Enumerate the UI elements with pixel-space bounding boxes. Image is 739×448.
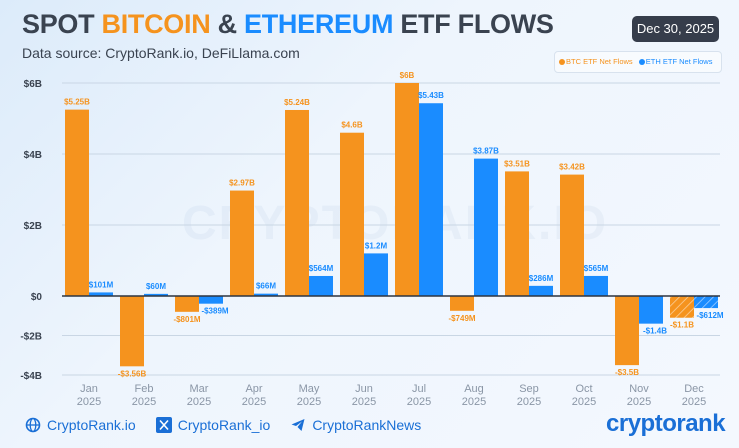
data-label: $2.97B [229, 179, 255, 188]
data-label: $60M [146, 282, 166, 291]
x-tick-label: May [299, 383, 320, 395]
data-label: $286M [529, 274, 554, 283]
data-label: $3.87B [473, 147, 499, 156]
data-label: -$801M [173, 315, 200, 324]
footer-link-x[interactable]: CryptoRank_io [177, 417, 271, 433]
x-tick-label: Apr [245, 383, 262, 395]
x-tick-label: Jun [355, 383, 373, 395]
data-label: $3.51B [504, 159, 530, 168]
x-tick-label: Mar [190, 383, 209, 395]
data-label: -$1.4B [643, 327, 667, 336]
eth-bar [529, 285, 553, 296]
legend-btc-swatch [559, 59, 565, 66]
eth-bar [694, 296, 718, 309]
btc-bar [450, 296, 474, 311]
date-badge: Dec 30, 2025 [632, 16, 719, 42]
y-tick-label: -$2B [20, 332, 42, 343]
x-tick-label: Feb [135, 383, 154, 395]
x-tick-label: 2025 [682, 396, 706, 408]
x-tick-label: 2025 [132, 396, 156, 408]
x-tick-label: 2025 [462, 396, 486, 408]
cryptorank-logo: cryptorank [606, 410, 726, 437]
data-label: $565M [584, 264, 609, 273]
x-tick-label: 2025 [517, 396, 541, 408]
x-tick-label: Jul [412, 383, 426, 395]
telegram-icon [290, 417, 306, 433]
data-label: -$3.56B [118, 369, 147, 378]
eth-bar [309, 275, 333, 296]
btc-bar [65, 109, 89, 296]
btc-bar [120, 296, 144, 367]
legend-btc-label: BTC ETF Net Flows [566, 57, 633, 66]
btc-bar [615, 296, 639, 366]
globe-icon [25, 417, 41, 433]
btc-bar [560, 174, 584, 296]
y-tick-label: -$4B [20, 371, 42, 382]
page-title: SPOT BITCOIN & ETHEREUM ETF FLOWS [22, 9, 554, 39]
data-label: $5.24B [284, 98, 310, 107]
x-tick-label: 2025 [242, 396, 266, 408]
eth-bar [364, 253, 388, 296]
footer-link-website[interactable]: CryptoRank.io [47, 417, 136, 433]
data-label: -$3.5B [615, 368, 639, 377]
legend-eth-label: ETH ETF Net Flows [645, 57, 713, 66]
data-label: $6B [400, 71, 415, 80]
btc-bar [395, 83, 419, 296]
x-tick-label: 2025 [297, 396, 321, 408]
data-label: $101M [89, 280, 114, 289]
x-tick-label: 2025 [187, 396, 211, 408]
btc-bar [285, 109, 309, 296]
x-tick-label: 2025 [352, 396, 376, 408]
y-tick-label: $4B [24, 150, 42, 161]
y-tick-label: $2B [24, 221, 42, 232]
y-tick-label: $0 [31, 292, 43, 303]
x-tick-label: Oct [575, 383, 592, 395]
y-tick-label: $6B [24, 79, 42, 90]
x-icon [155, 417, 172, 433]
eth-bar [89, 292, 113, 296]
data-label: $4.6B [341, 121, 363, 130]
x-tick-label: 2025 [407, 396, 431, 408]
legend-eth-swatch [638, 59, 645, 66]
eth-bar [199, 296, 223, 304]
data-label: $564M [309, 264, 334, 273]
x-tick-label: Jan [80, 383, 98, 395]
x-tick-label: 2025 [572, 396, 596, 408]
data-label: -$749M [448, 314, 475, 323]
footer-link-telegram[interactable]: CryptoRankNews [312, 417, 422, 433]
x-tick-label: Aug [464, 383, 484, 395]
eth-bar [474, 158, 498, 296]
x-tick-label: 2025 [77, 396, 101, 408]
data-label: -$612M [696, 311, 723, 320]
eth-bar [419, 103, 443, 296]
btc-bar [505, 171, 529, 296]
data-source: Data source: CryptoRank.io, DeFiLlama.co… [22, 45, 300, 61]
data-label: -$389M [201, 307, 228, 316]
eth-bar [639, 296, 663, 324]
data-label: -$1.1B [670, 321, 694, 330]
btc-bar [175, 296, 199, 312]
btc-bar [230, 190, 254, 296]
x-tick-label: Dec [684, 383, 704, 395]
footer-links: CryptoRank.io CryptoRank_io CryptoRankNe… [25, 417, 421, 433]
data-label: $5.25B [64, 98, 90, 107]
legend: BTC ETF Net Flows ETH ETF Net Flows [554, 51, 722, 73]
eth-bar [144, 293, 168, 296]
x-tick-label: Sep [519, 383, 539, 395]
data-label: $3.42B [559, 163, 585, 172]
data-label: $66M [256, 282, 276, 291]
eth-bar [254, 293, 278, 296]
eth-bar [584, 275, 608, 296]
data-label: $5.43B [418, 91, 444, 100]
x-tick-label: Nov [629, 383, 649, 395]
btc-bar [340, 132, 364, 296]
x-tick-label: 2025 [627, 396, 651, 408]
btc-bar [670, 296, 694, 318]
data-label: $1.2M [365, 241, 388, 250]
